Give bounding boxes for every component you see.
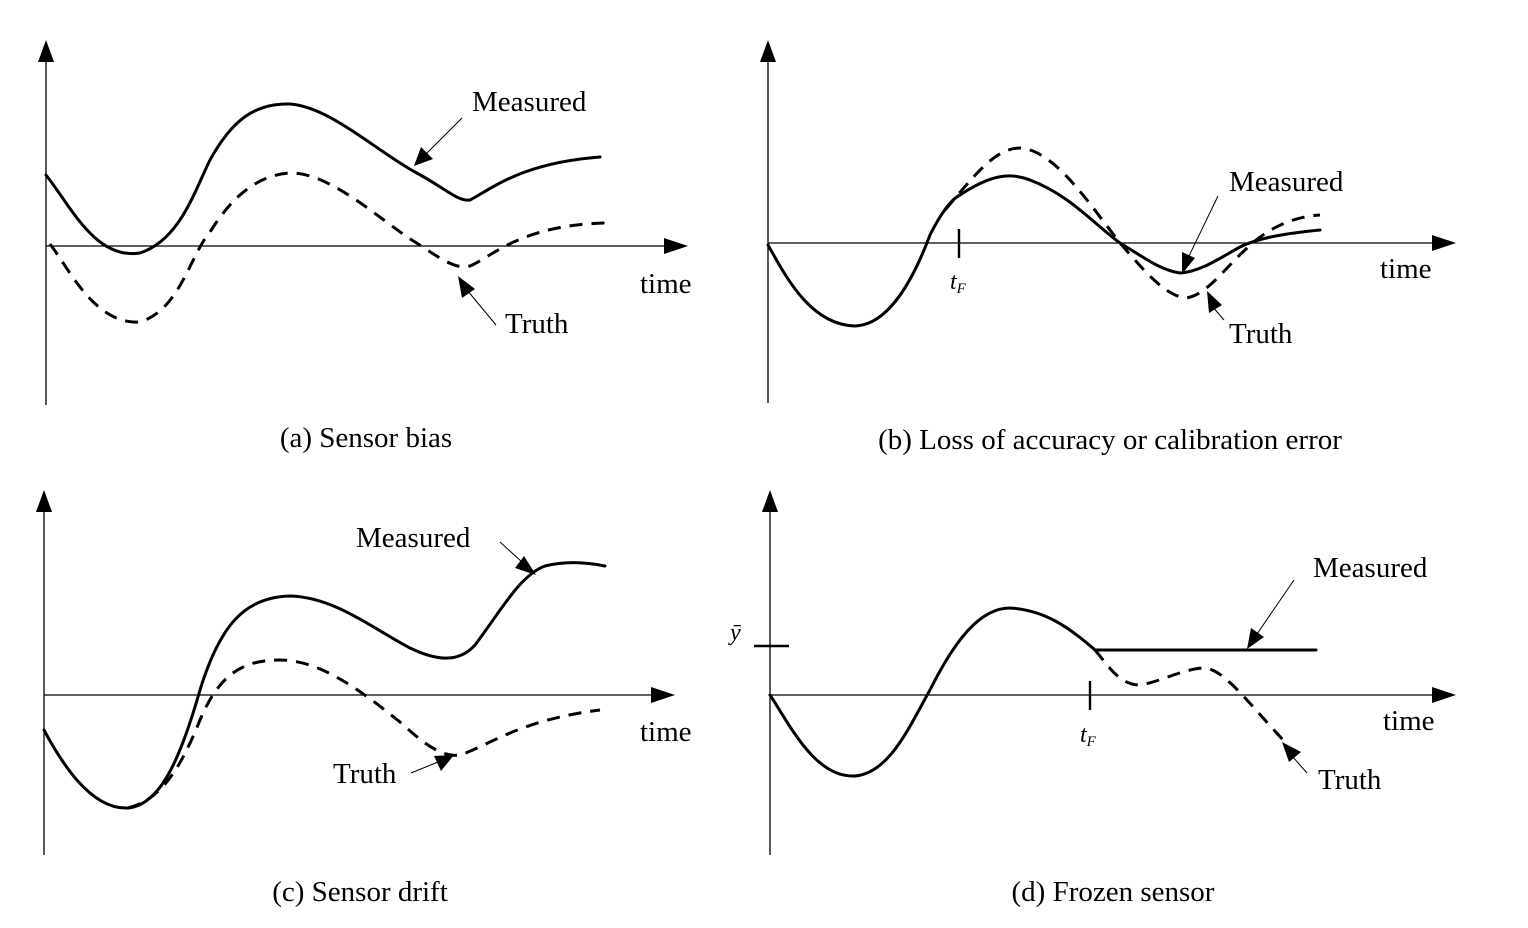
panel-d-y-axis-arrowhead — [762, 490, 778, 512]
panel-d-caption: (d) Frozen sensor — [1012, 876, 1215, 908]
panel-d-fault-time-label: tF — [1080, 722, 1097, 750]
panel-d-measured-curve — [768, 606, 1318, 778]
panel-c-caption: (c) Sensor drift — [272, 876, 448, 908]
panel-d-truth-pointer-head — [1282, 742, 1301, 762]
panel-d-x-axis-label: time — [1383, 705, 1435, 737]
panel-b-caption: (b) Loss of accuracy or calibration erro… — [878, 424, 1342, 456]
panel-b-y-axis-arrowhead — [760, 40, 776, 62]
panel-c-measured-label: Measured — [356, 522, 471, 554]
panel-b-truth-label: Truth — [1229, 318, 1293, 350]
panel-c-x-axis-label: time — [640, 716, 692, 748]
panel-a-sensor-bias: Measured Truth time (a) Sensor bias — [38, 40, 692, 454]
panel-c-measured-curve — [42, 561, 607, 810]
panel-b-truth-pointer-head — [1207, 291, 1222, 313]
panel-d-measured-pointer — [1256, 579, 1295, 635]
panel-a-truth-pointer — [466, 289, 497, 326]
panel-a-caption: (a) Sensor bias — [280, 422, 452, 454]
panel-b-truth-curve — [943, 146, 1321, 300]
panel-b-measured-curve — [766, 174, 1322, 328]
panel-a-x-axis-label: time — [640, 268, 692, 300]
panel-c-truth-pointer — [410, 761, 439, 774]
panel-b-x-axis-label: time — [1380, 253, 1432, 285]
panel-c-measured-pointer — [499, 541, 523, 563]
panel-d-truth-pointer — [1291, 755, 1308, 774]
panel-b-fault-time-label: tF — [950, 269, 967, 297]
panel-a-measured-pointer-head — [414, 147, 433, 166]
panel-a-truth-curve — [48, 171, 606, 324]
panel-a-y-axis-arrowhead — [38, 40, 54, 62]
panel-b-measured-label: Measured — [1229, 166, 1344, 198]
panel-c-x-axis-arrowhead — [651, 687, 675, 703]
panel-d-measured-pointer-head — [1247, 628, 1264, 649]
panel-b-x-axis-arrowhead — [1432, 235, 1456, 251]
panel-a-measured-curve — [44, 102, 602, 256]
panel-a-x-axis-arrowhead — [664, 238, 688, 254]
panel-c-sensor-drift: Measured Truth time (c) Sensor drift — [36, 490, 692, 908]
panel-d-frozen-sensor: ȳ tF Measured Truth time (d) Frozen sens… — [728, 490, 1456, 908]
panel-d-frozen-value-label: ȳ — [728, 620, 741, 646]
panel-b-loss-of-accuracy: tF Measured Truth time (b) Loss of accur… — [760, 40, 1456, 456]
panel-b-measured-pointer — [1187, 195, 1219, 259]
panel-a-truth-label: Truth — [505, 308, 569, 340]
panel-a-measured-pointer — [424, 117, 463, 156]
panel-c-truth-label: Truth — [333, 758, 397, 790]
panel-b-measured-pointer-head — [1182, 252, 1195, 274]
panel-d-truth-label: Truth — [1318, 764, 1382, 796]
panel-c-truth-pointer-head — [434, 755, 454, 771]
panel-d-measured-label: Measured — [1313, 552, 1428, 584]
panel-a-truth-pointer-head — [458, 276, 475, 298]
panel-d-x-axis-arrowhead — [1432, 687, 1456, 703]
panel-a-measured-label: Measured — [472, 86, 587, 118]
panel-c-truth-curve — [127, 658, 601, 810]
panel-c-y-axis-arrowhead — [36, 490, 52, 512]
panel-c-measured-pointer-head — [515, 556, 536, 575]
panel-d-truth-curve — [1093, 649, 1287, 744]
